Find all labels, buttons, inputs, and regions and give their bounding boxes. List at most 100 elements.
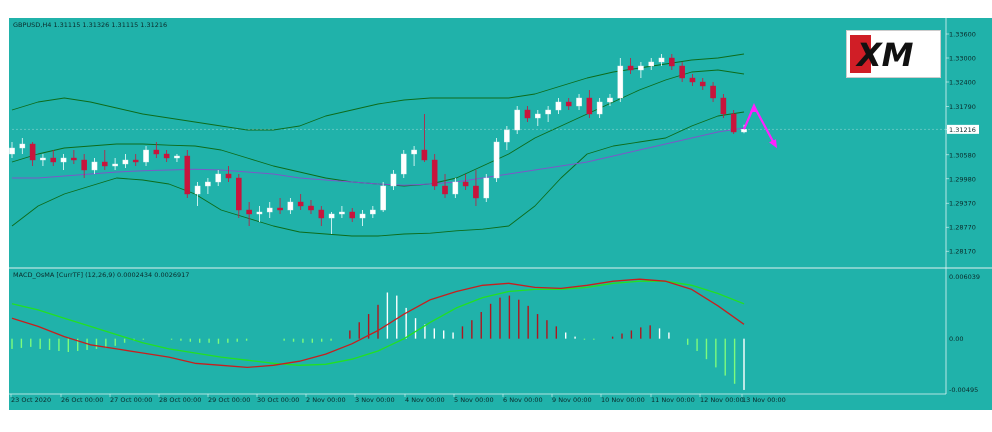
- candle-body: [328, 213, 335, 219]
- candle-body: [535, 113, 541, 119]
- candle-body: [565, 101, 572, 107]
- candle-body: [431, 159, 438, 187]
- chart-canvas: 1.33600 1.33000 1.32400 1.31790 1.31216 1.305…: [9, 18, 992, 410]
- time-tick-label: 4 Nov 00:00: [405, 396, 445, 404]
- macd-lines: [11, 278, 745, 369]
- candles: [9, 54, 747, 234]
- candle-body: [9, 147, 15, 155]
- time-tick-label: 27 Oct 00:00: [110, 396, 152, 404]
- candle-body: [184, 155, 191, 195]
- candle-body: [669, 57, 675, 67]
- time-tick-label: 11 Nov 00:00: [651, 396, 695, 404]
- candle-body: [679, 65, 685, 79]
- candle-body: [143, 149, 149, 163]
- time-tick-label: 10 Nov 00:00: [601, 396, 645, 404]
- time-tick-label: 13 Nov 00:00: [742, 396, 786, 404]
- candle-body: [277, 207, 283, 211]
- candle-body: [215, 173, 221, 183]
- macd-info-label: MACD_OsMA [CurrTF] (12,26,9) 0.0002434 0…: [13, 271, 189, 279]
- candle-body: [442, 185, 448, 195]
- candle-body: [91, 161, 98, 171]
- forecast-up-head: [750, 103, 758, 112]
- time-tick-label: 6 Nov 00:00: [503, 396, 543, 404]
- candle-body: [730, 113, 737, 133]
- candle-body: [287, 201, 294, 211]
- time-tick-label: 23 Oct 2020: [11, 396, 51, 404]
- candle-body: [586, 97, 593, 115]
- candle-body: [493, 141, 500, 179]
- candle-body: [256, 211, 263, 215]
- candle-body: [370, 209, 376, 215]
- candle-body: [699, 81, 706, 87]
- candle-body: [194, 185, 201, 195]
- candle-body: [359, 213, 366, 219]
- price-tick-label: 1.30580: [949, 151, 976, 159]
- candle-body: [81, 159, 87, 171]
- candle-body: [658, 57, 665, 63]
- forecast-arrow: [742, 103, 777, 149]
- candle-body: [400, 153, 407, 175]
- moving-average: [12, 127, 745, 186]
- price-tick-label: 1.31216: [949, 126, 976, 134]
- trading-chart: 1.33600 1.33000 1.32400 1.31790 1.31216 1.305…: [9, 18, 992, 410]
- candle-body: [638, 65, 644, 71]
- candle-body: [266, 207, 273, 213]
- candle-body: [617, 65, 624, 99]
- price-tick-label: 1.33000: [949, 55, 976, 63]
- candle-body: [308, 205, 314, 211]
- price-tick-label: 1.28170: [949, 248, 976, 256]
- candle-body: [297, 201, 304, 207]
- moving-average-line: [12, 127, 745, 186]
- candle-body: [236, 177, 242, 211]
- price-tick-label: 1.33600: [949, 31, 976, 39]
- xm-logo: XM: [846, 30, 941, 78]
- time-tick-label: 2 Nov 00:00: [306, 396, 346, 404]
- candle-body: [473, 185, 479, 199]
- candle-body: [524, 109, 531, 119]
- time-tick-label: 30 Oct 00:00: [257, 396, 299, 404]
- candle-body: [452, 181, 459, 195]
- price-tick-label: 1.31790: [949, 103, 976, 111]
- candle-body: [607, 97, 613, 103]
- macd-tick-label: -0.00495: [949, 386, 978, 394]
- axes: 1.33600 1.33000 1.32400 1.31790 1.31216 1.305…: [10, 31, 980, 404]
- price-tick-label: 1.29980: [949, 175, 976, 183]
- candle-body: [71, 157, 77, 161]
- candle-body: [596, 101, 603, 115]
- time-tick-label: 12 Nov 00:00: [700, 396, 744, 404]
- macd-tick-label: 0.006039: [949, 273, 980, 281]
- candle-body: [741, 128, 747, 133]
- macd-tick-label: 0.00: [949, 335, 963, 343]
- candle-body: [349, 211, 356, 219]
- candle-body: [112, 163, 118, 167]
- xm-logo-mark: XM: [850, 35, 914, 74]
- candle-body: [514, 109, 520, 131]
- candle-body: [40, 157, 46, 161]
- price-tick-label: 1.28770: [949, 224, 976, 232]
- time-tick-label: 29 Oct 00:00: [208, 396, 250, 404]
- candle-body: [462, 181, 469, 187]
- candle-body: [122, 159, 129, 165]
- candle-body: [225, 173, 232, 179]
- time-tick-label: 26 Oct 00:00: [61, 396, 103, 404]
- candle-body: [174, 155, 180, 159]
- time-tick-label: 5 Nov 00:00: [454, 396, 494, 404]
- candle-body: [101, 161, 108, 167]
- logo-text: XM: [855, 36, 914, 74]
- candle-body: [555, 101, 562, 111]
- candle-body: [545, 109, 551, 115]
- candle-body: [246, 209, 252, 215]
- price-tick-label: 1.32400: [949, 79, 976, 87]
- price-tick-label: 1.29370: [949, 200, 976, 208]
- candle-body: [710, 85, 716, 99]
- candle-body: [648, 61, 655, 67]
- time-tick-label: 9 Nov 00:00: [552, 396, 592, 404]
- candle-body: [163, 153, 170, 159]
- candle-body: [421, 149, 428, 161]
- candle-body: [205, 181, 211, 187]
- candle-body: [627, 65, 634, 71]
- forecast-down-head: [769, 139, 777, 149]
- current-price-marker: [947, 124, 979, 134]
- macd-fast-line: [11, 278, 745, 369]
- candle-body: [504, 129, 510, 143]
